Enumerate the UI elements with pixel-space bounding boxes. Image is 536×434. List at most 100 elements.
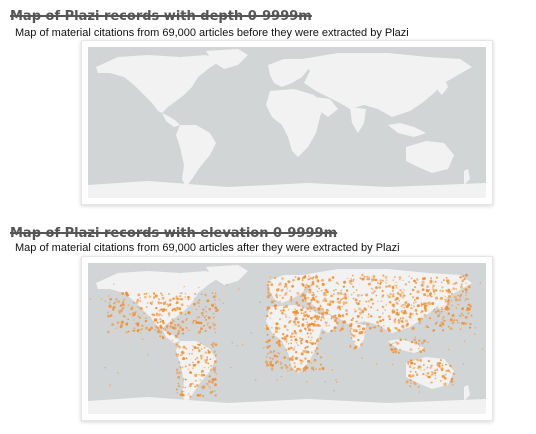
citation-point [317, 307, 321, 311]
citation-point [395, 286, 398, 289]
citation-point [309, 310, 311, 312]
citation-point [196, 301, 200, 305]
citation-point [188, 329, 190, 331]
citation-point [179, 297, 182, 301]
citation-point [104, 366, 106, 369]
citation-point [159, 321, 162, 323]
citation-point [464, 299, 466, 302]
citation-point [413, 279, 416, 283]
citation-point [359, 277, 362, 280]
citation-point [207, 316, 211, 320]
citation-point [423, 350, 426, 352]
citation-point [313, 358, 317, 362]
citation-point [376, 363, 378, 365]
citation-point [436, 321, 439, 323]
citation-point [360, 294, 363, 297]
citation-point [178, 345, 182, 349]
citation-point [462, 314, 464, 316]
citation-point [452, 384, 454, 386]
citation-point [187, 311, 191, 315]
citation-point [421, 288, 425, 291]
citation-point [276, 294, 279, 297]
citation-point [372, 288, 374, 291]
citation-point [408, 374, 412, 378]
citation-point [465, 282, 468, 285]
citation-point [121, 292, 125, 295]
citation-point [182, 378, 185, 381]
citation-point [307, 278, 310, 281]
land-north-america [96, 271, 220, 329]
citation-point [204, 316, 206, 319]
citation-point [352, 334, 356, 338]
citation-point [459, 314, 462, 318]
citation-point [423, 368, 426, 371]
citation-point [330, 329, 333, 333]
citation-point [198, 321, 202, 325]
citation-point [462, 363, 465, 365]
citation-point [314, 314, 317, 317]
citation-point [410, 382, 412, 384]
citation-point [295, 301, 299, 305]
citation-point [155, 306, 158, 310]
citation-point [148, 295, 151, 298]
citation-point [280, 309, 282, 312]
citation-point [139, 332, 142, 334]
citation-point [204, 361, 208, 364]
citation-point [435, 368, 439, 371]
citation-point [277, 351, 279, 354]
citation-point [119, 309, 123, 313]
citation-point [400, 305, 403, 308]
citation-point [284, 338, 286, 340]
citation-point [403, 294, 406, 297]
citation-point [139, 297, 141, 299]
citation-point [269, 357, 272, 359]
citation-point [320, 307, 324, 310]
citation-point [311, 296, 315, 301]
citation-point [342, 285, 345, 288]
citation-point [394, 350, 398, 353]
citation-point [352, 329, 355, 333]
citation-point [337, 305, 341, 309]
citation-point [312, 323, 315, 325]
citation-point [353, 340, 356, 343]
citation-point [139, 307, 143, 310]
citation-point [203, 324, 205, 327]
citation-point [440, 367, 444, 371]
citation-point [184, 292, 187, 295]
citation-point [434, 322, 437, 325]
citation-point [374, 278, 378, 282]
citation-point [283, 356, 287, 359]
citation-point [441, 286, 444, 289]
citation-point [393, 347, 397, 351]
citation-point [200, 293, 203, 295]
citation-point [192, 345, 194, 348]
citation-point [268, 345, 271, 348]
citation-point [204, 293, 207, 297]
citation-point [414, 371, 417, 373]
citation-point [200, 327, 203, 330]
citation-point [442, 375, 445, 378]
citation-point [297, 276, 300, 280]
citation-point [194, 297, 196, 300]
citation-point [145, 317, 147, 319]
citation-point [439, 359, 442, 362]
citation-point [349, 330, 352, 332]
citation-point [272, 351, 275, 354]
citation-point [214, 390, 216, 392]
citation-point [445, 369, 448, 372]
citation-point [365, 293, 369, 297]
citation-point [161, 319, 165, 323]
citation-point [449, 364, 451, 366]
citation-point [294, 276, 297, 278]
citation-point [427, 360, 430, 363]
citation-point [275, 293, 278, 295]
citation-point [413, 381, 416, 384]
citation-point [456, 319, 459, 322]
citation-point [373, 290, 376, 293]
citation-point [196, 343, 199, 346]
citation-point [311, 329, 315, 332]
citation-point [198, 316, 201, 318]
citation-point [266, 309, 268, 311]
land-south-america [176, 125, 216, 187]
citation-point [381, 305, 385, 309]
